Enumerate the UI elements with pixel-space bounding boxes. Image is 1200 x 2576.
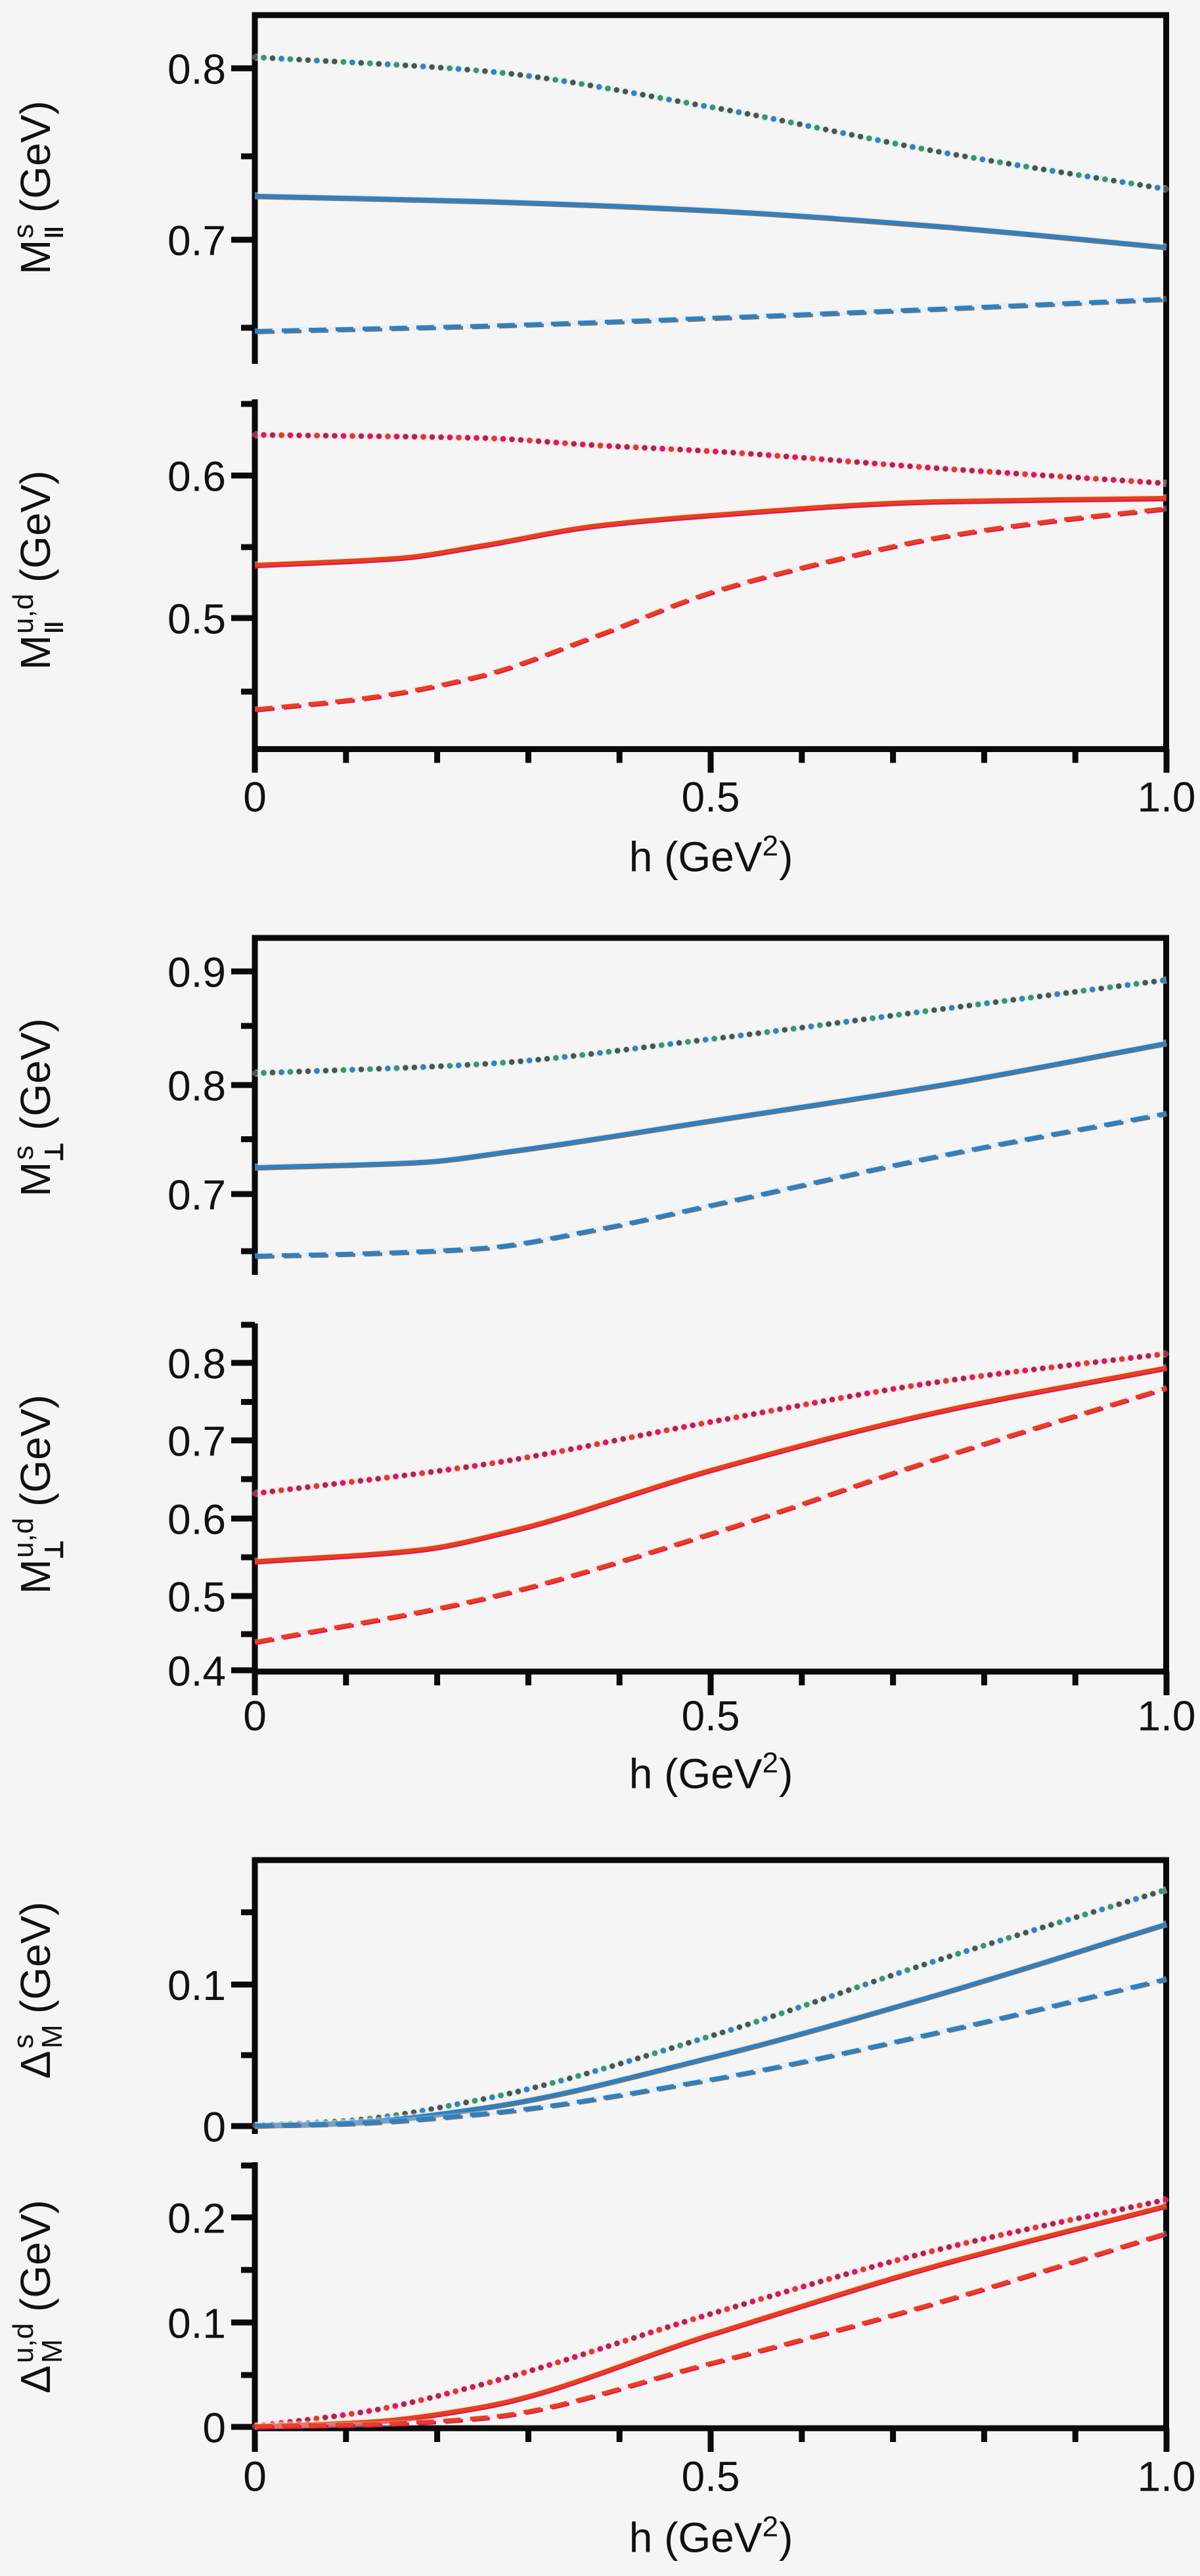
svg-text:0.8: 0.8 — [167, 1062, 226, 1109]
svg-text:h (GeV: h (GeV — [629, 1750, 763, 1798]
svg-text:M: M — [12, 1559, 59, 1594]
svg-text:): ) — [779, 1750, 793, 1798]
svg-text:0.5: 0.5 — [682, 2453, 740, 2500]
svg-text:1.0: 1.0 — [1138, 2453, 1196, 2500]
svg-text:(GeV): (GeV) — [12, 470, 59, 583]
svg-text:0: 0 — [243, 774, 267, 821]
svg-text:(GeV): (GeV) — [12, 1394, 59, 1507]
svg-text:0.2: 0.2 — [167, 2194, 226, 2242]
svg-text:0: 0 — [243, 1693, 267, 1740]
svg-text:0: 0 — [243, 2453, 267, 2500]
svg-text:(GeV): (GeV) — [12, 1901, 59, 2014]
svg-text:0.7: 0.7 — [167, 1171, 226, 1218]
svg-text:u,d: u,d — [7, 1518, 39, 1558]
svg-text:h (GeV: h (GeV — [629, 833, 763, 881]
svg-text:1.0: 1.0 — [1138, 1693, 1196, 1740]
svg-text:0.5: 0.5 — [682, 1693, 740, 1740]
svg-text:0.5: 0.5 — [167, 595, 226, 642]
svg-text:(GeV): (GeV) — [12, 100, 59, 213]
svg-text:0.7: 0.7 — [167, 217, 226, 264]
svg-text:0.6: 0.6 — [167, 1496, 226, 1543]
svg-text:0.5: 0.5 — [167, 1573, 226, 1620]
svg-text:M: M — [12, 240, 59, 275]
svg-text:0.8: 0.8 — [167, 45, 226, 93]
svg-text:0.1: 0.1 — [167, 2299, 226, 2347]
svg-text:(GeV): (GeV) — [12, 1018, 59, 1130]
svg-text:1.0: 1.0 — [1138, 774, 1196, 821]
svg-text:M: M — [36, 2024, 68, 2049]
svg-text:Δ: Δ — [12, 2051, 59, 2079]
svg-text:s: s — [7, 224, 39, 238]
svg-text:0.8: 0.8 — [167, 1340, 226, 1387]
svg-text:M: M — [36, 2339, 68, 2363]
svg-text:0.9: 0.9 — [167, 948, 226, 996]
svg-text:0: 0 — [202, 2103, 226, 2150]
svg-text:0.5: 0.5 — [682, 774, 740, 821]
svg-text:): ) — [779, 2514, 793, 2562]
svg-text:h (GeV: h (GeV — [629, 2514, 763, 2562]
svg-text:): ) — [779, 833, 793, 881]
svg-text:Δ: Δ — [12, 2365, 59, 2393]
svg-text:M: M — [12, 1162, 59, 1197]
svg-text:s: s — [7, 1145, 39, 1160]
svg-text:2: 2 — [763, 830, 778, 862]
svg-text:0.7: 0.7 — [167, 1417, 226, 1465]
svg-text:0: 0 — [202, 2404, 226, 2451]
svg-text:M: M — [12, 635, 59, 670]
svg-text:0.4: 0.4 — [167, 1647, 226, 1695]
svg-text:0.1: 0.1 — [167, 1962, 226, 2009]
svg-text:2: 2 — [763, 2511, 778, 2543]
svg-text:(GeV): (GeV) — [12, 2200, 59, 2312]
svg-text:s: s — [7, 2034, 39, 2049]
svg-text:0.6: 0.6 — [167, 453, 226, 500]
svg-text:u,d: u,d — [7, 2323, 39, 2363]
svg-text:u,d: u,d — [7, 594, 39, 634]
svg-text:2: 2 — [763, 1747, 778, 1779]
